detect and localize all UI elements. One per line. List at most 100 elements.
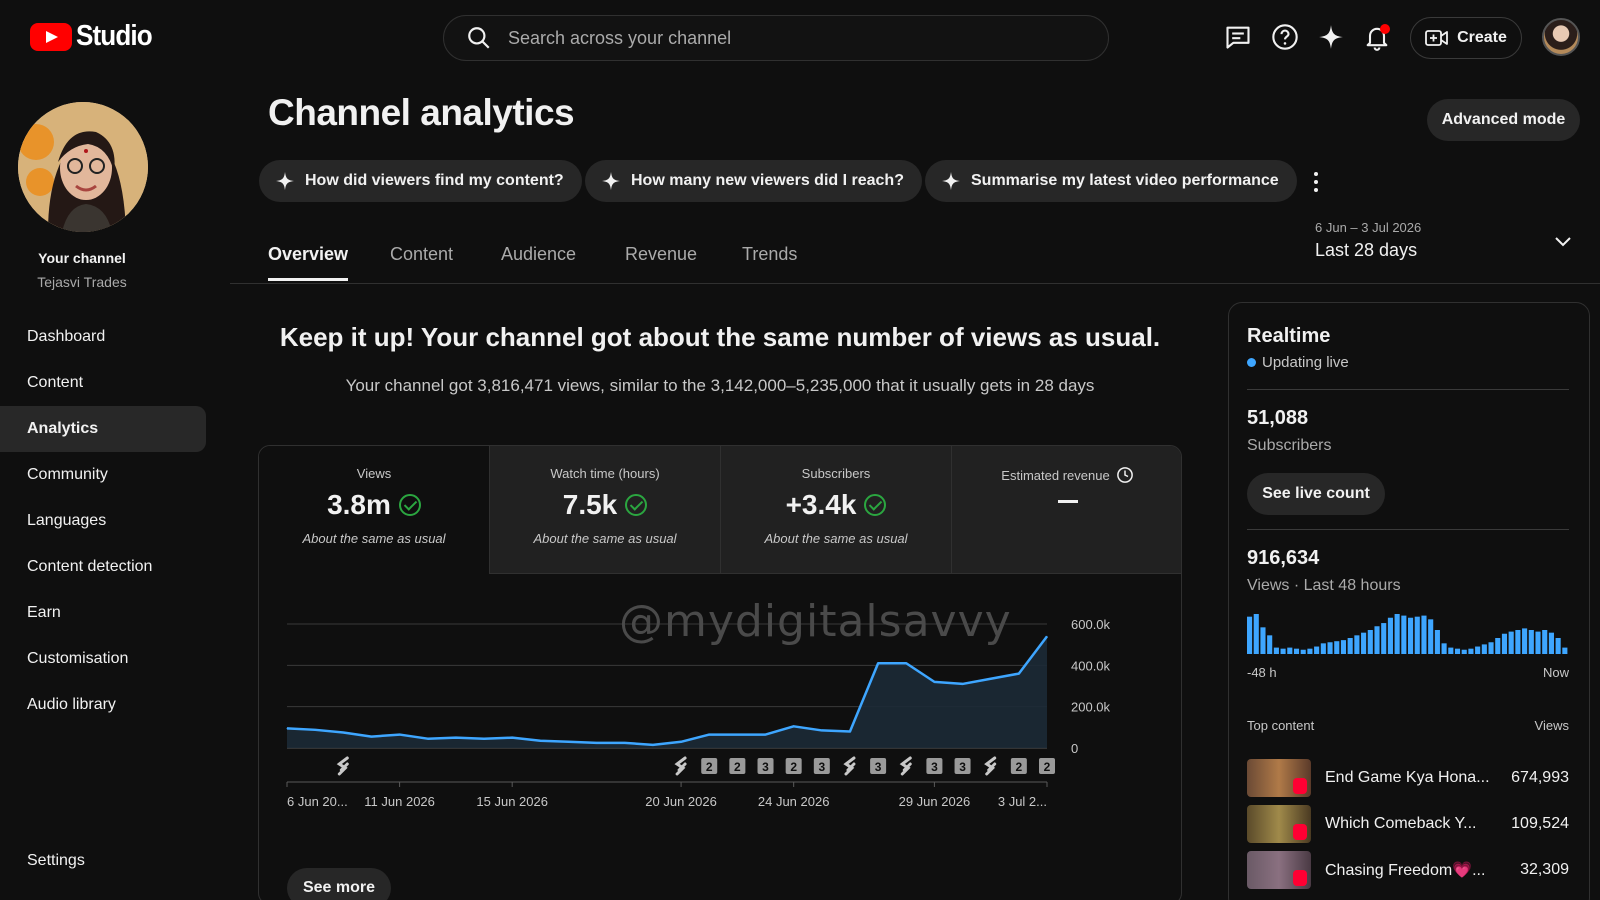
data-point [849,730,851,732]
top-content-heading: Top content [1247,718,1315,733]
realtime-bar [1515,630,1521,654]
realtime-bar [1508,631,1514,654]
data-point [1046,635,1048,637]
realtime-bar [1562,647,1568,654]
more-options-icon[interactable] [1306,168,1326,196]
divider [1247,389,1569,390]
data-point [1018,673,1020,675]
sidebar-item-settings[interactable]: Settings [27,852,85,869]
subscriber-count: 51,088 [1247,407,1309,429]
sidebar-item-customisation[interactable]: Customisation [27,650,129,667]
suggestion-chip-summarise[interactable]: Summarise my latest video performance [925,160,1297,202]
video-title: End Game Kya Hona... [1325,769,1490,786]
top-content-item[interactable]: Chasing Freedom💗... 32,309 [1247,851,1569,889]
realtime-bar [1374,626,1380,654]
upload-count-marker [926,758,943,774]
your-channel-label: Your channel [38,250,126,266]
suggestion-chip-find-content[interactable]: How did viewers find my content? [259,160,582,202]
create-button[interactable]: Create [1410,17,1522,59]
x-tick-label: 11 Jun 2026 [364,794,435,809]
realtime-bar [1428,619,1434,654]
realtime-bar [1320,643,1326,654]
channel-avatar[interactable] [18,102,148,232]
realtime-status: Updating live [1247,354,1349,371]
help-icon[interactable] [1270,22,1300,52]
tab-revenue[interactable]: Revenue [625,244,698,264]
sidebar-item-content-detection[interactable]: Content detection [27,558,153,575]
see-live-count-button[interactable]: See live count [1247,473,1385,515]
live-dot-icon [1247,358,1256,367]
realtime-bar [1441,643,1447,654]
metric-watch-time[interactable]: Watch time (hours) 7.5k About the same a… [490,446,721,574]
realtime-bar [1327,642,1333,654]
sparkle-icon[interactable] [1316,22,1346,52]
sparkle-icon [275,171,295,191]
tab-content[interactable]: Content [390,244,454,264]
sidebar-item-audio-library[interactable]: Audio library [27,696,116,713]
realtime-views-label: Views · Last 48 hours [1247,577,1401,594]
sidebar-item-languages[interactable]: Languages [27,512,107,529]
x-tick-label: 29 Jun 2026 [899,794,971,809]
shorts-icon [1293,778,1307,794]
metric-estimated-revenue[interactable]: Estimated revenue [952,446,1181,574]
chevron-down-icon[interactable] [1553,234,1573,250]
video-title: Chasing Freedom💗... [1325,862,1486,879]
realtime-bar [1381,623,1387,654]
tab-audience[interactable]: Audience [501,244,577,264]
logo-text: Studio [76,20,153,52]
upload-count-label: 2 [1016,760,1023,774]
studio-logo[interactable]: Studio [30,20,160,53]
upload-count-marker [1010,758,1027,774]
metric-subscribers[interactable]: Subscribers +3.4k About the same as usua… [721,446,952,574]
shorts-marker-icon [899,756,912,776]
account-avatar[interactable] [1542,18,1580,56]
realtime-bar [1488,642,1494,654]
tab-trends[interactable]: Trends [742,244,798,264]
top-content-item[interactable]: Which Comeback Y... 109,524 [1247,805,1569,843]
upload-count-label: 3 [762,760,769,774]
shorts-marker-icon [674,756,687,776]
shorts-marker-icon [843,756,856,776]
upload-count-label: 3 [931,760,938,774]
metrics-card: Views 3.8m About the same as usual Watch… [258,445,1182,900]
video-views: 674,993 [1511,769,1569,786]
suggestion-chip-new-viewers[interactable]: How many new viewers did I reach? [585,160,922,202]
advanced-mode-button[interactable]: Advanced mode [1427,99,1580,141]
video-views: 109,524 [1511,815,1569,832]
divider [1247,529,1569,530]
sidebar: Your channel Tejasvi Trades Dashboard Co… [0,74,230,900]
metric-views[interactable]: Views 3.8m About the same as usual [259,446,490,574]
realtime-bar [1307,648,1313,654]
check-circle-icon [398,494,421,516]
sidebar-item-earn[interactable]: Earn [27,604,61,621]
upload-count-marker [870,758,887,774]
channel-name: Tejasvi Trades [37,274,127,290]
sidebar-item-dashboard[interactable]: Dashboard [27,328,106,345]
top-content-item[interactable]: End Game Kya Hona... 674,993 [1247,759,1569,797]
search-bar[interactable] [443,15,1109,61]
data-point [990,678,992,680]
chip-label: Summarise my latest video performance [971,172,1279,189]
realtime-bar [1300,649,1306,654]
see-more-button[interactable]: See more [287,868,391,900]
data-point [905,662,907,664]
top-content-views-heading: Views [1534,718,1569,733]
data-point [370,736,372,738]
data-point [652,744,654,746]
realtime-views-count: 916,634 [1247,547,1320,569]
sidebar-item-content[interactable]: Content [27,374,84,391]
sparkle-icon [941,171,961,191]
realtime-bar [1461,649,1467,654]
video-thumbnail [1247,759,1311,797]
sidebar-item-analytics[interactable]: Analytics [0,406,206,452]
date-range-picker[interactable]: 6 Jun – 3 Jul 2026 Last 28 days [1315,220,1421,261]
feedback-icon[interactable] [1223,22,1253,52]
sidebar-item-community[interactable]: Community [27,466,108,483]
bell-icon[interactable] [1362,22,1392,52]
shorts-marker-icon [984,756,997,776]
shorts-icon [1293,824,1307,840]
search-input[interactable] [508,27,1068,49]
tab-overview[interactable]: Overview [268,244,349,281]
data-point [821,729,823,731]
create-video-icon [1425,30,1448,46]
